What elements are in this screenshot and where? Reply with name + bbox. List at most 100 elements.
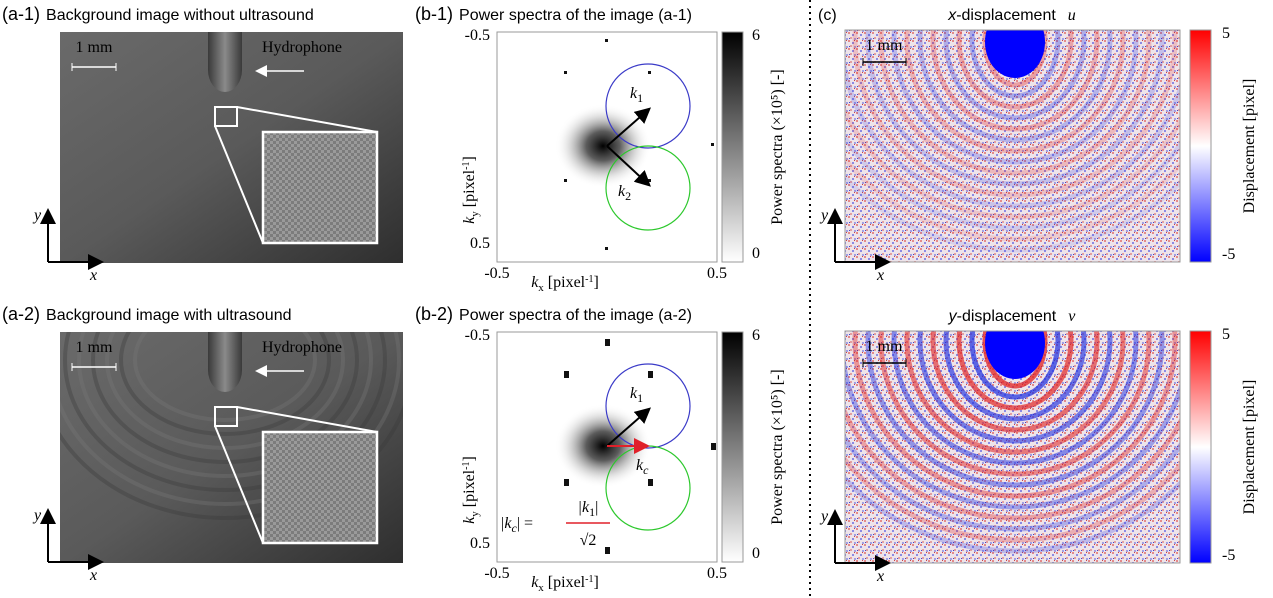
inset-zoom [261,130,379,245]
spectrum-peak [648,479,653,486]
panel-title-part: Background image with ultrasound [46,307,291,324]
wave-fronts [845,331,1180,554]
y-axis-label: ky [pixel-1] [461,156,481,224]
panel-label: (c) [818,7,837,24]
x-tick-label-part: -0.5 [484,265,509,282]
hydrophone [208,32,242,92]
y-tick-label: 0.5 [470,235,490,252]
scale-bar-label-part: 1 mm [866,338,903,355]
colorbar-label: Displacement [pixel] [1241,380,1258,515]
x-tick-label-part: 0.5 [707,265,727,282]
colorbar-tick-label: 0 [752,545,760,562]
wave-front [852,30,1178,198]
scale-bar-label: 1 mm [76,339,113,356]
panel-title-part: Background image without ultrasound [46,7,314,24]
wave-front [956,331,1074,411]
y-axis-label-part: ] [461,156,478,161]
vector-label-part: 2 [625,189,631,203]
colorbar-label-part: Displacement [pixel] [1241,79,1258,214]
wave-front [845,132,1180,231]
x-axis-label: kx [pixel-1] [531,574,599,594]
colorbar-label: Power spectra (×10⁵) [-] [769,369,786,524]
vector-label-part: k [630,85,638,102]
y-axis-label-part: -1 [461,162,472,170]
wave-front [865,331,1165,488]
spectrum-peak [648,371,653,378]
ripple [133,332,317,422]
wave-front [852,331,1178,499]
panel-title-part: (a-1) [2,4,40,24]
spectrum-cloud [555,404,651,488]
colorbar-tick-label-part: 5 [1222,25,1230,42]
wave-front [982,30,1048,88]
axis-y-label-part: y [819,508,829,525]
wave-front [904,30,1126,154]
axis-y-label-part: y [819,207,829,224]
scale-bar-label-part: 1 mm [76,339,113,356]
x-axis-label-part: -1 [585,574,593,585]
axis-y-label: y [819,207,829,224]
map-title-part: y [948,308,958,325]
map-title-part: -displacement [956,7,1056,24]
panel-title: (b-2) Power spectra of the image (a-2) [415,304,692,324]
formula-numerator-part: 1 [589,505,595,519]
axis-x-label-part: x [89,267,97,284]
spectrum-peak [605,39,608,42]
wave-front [917,331,1113,444]
colorbar-label: Power spectra (×10⁵) [-] [769,69,786,224]
wave-front [891,30,1139,165]
spectrum-peak [605,547,610,554]
wave-front [904,331,1126,455]
panel-label-part: (c) [818,7,837,24]
colorbar-tick-label-part: 6 [752,327,760,344]
vector-arrow [606,145,651,187]
colorbar-label-part: Displacement [pixel] [1241,380,1258,515]
vector-label: k1 [630,385,643,405]
inset-source [214,106,238,127]
panel-title-part: (b-2) [415,304,453,324]
scale-bar-label-part: 1 mm [76,39,113,56]
ripple [63,332,387,492]
formula-lhs: |kc| = [500,515,533,535]
vector-arrow [606,407,652,447]
panel-title-part: (b-1) [415,4,453,24]
formula-lhs-part: | = [517,515,533,532]
wave-front [845,433,1180,532]
formula-numerator: |k1| [578,499,599,519]
map-title-part: -displacement [957,308,1057,325]
wave-front [943,30,1087,121]
colorbar-tick-label-part: 0 [752,245,760,262]
x-axis-label-part: [pixel [548,574,586,591]
colorbar-tick-label: 6 [752,27,760,44]
wave-front [878,30,1152,176]
y-axis-label-part: y [469,211,481,217]
axis-y-label-part: y [32,507,42,524]
y-tick-label-part: 0.5 [470,235,490,252]
x-axis-label-part: x [538,282,544,294]
colorbar-label-part: Power spectra (×10⁵) [-] [769,369,786,524]
wave-front [845,105,1180,220]
colorbar [721,31,744,263]
inset-link [214,425,264,544]
spectrum-peak [564,371,569,378]
colorbar-tick-label: 0 [752,245,760,262]
vector-label: k2 [618,183,631,203]
wave-front [891,331,1139,466]
ripple [77,332,373,478]
colorbar-tick-label: 5 [1222,25,1230,42]
colorbar-tick-label: 6 [752,327,760,344]
y-axis-label: ky [pixel-1] [461,456,481,524]
vector-label: k1 [630,85,643,105]
axis-y-label: y [819,508,829,525]
wave-fronts [845,30,1180,253]
hydrophone [208,332,242,392]
y-tick-label: 0.5 [470,535,490,552]
spectrum-peak [711,143,714,146]
scale-bar-label-part: 1 mm [866,37,903,54]
x-axis-label-part: -1 [585,274,593,285]
wave-front [917,30,1113,143]
window-circle [605,145,691,231]
vector-label-part: 1 [637,91,643,105]
vector-label-part: c [643,463,649,477]
